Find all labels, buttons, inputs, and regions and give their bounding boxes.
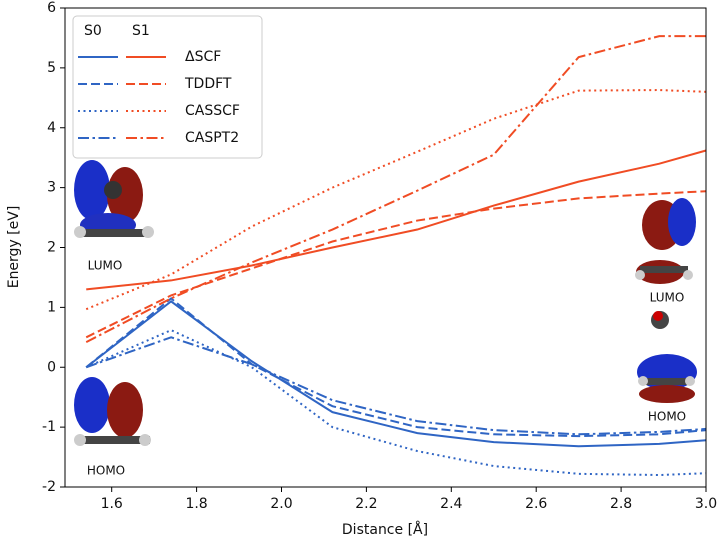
y-tick-label: 6 bbox=[47, 0, 56, 16]
x-tick-label: 2.0 bbox=[270, 496, 292, 512]
series-line bbox=[86, 149, 707, 291]
annotation: HOMO bbox=[648, 410, 686, 424]
legend-label: CASPT2 bbox=[185, 130, 239, 146]
plot-frame bbox=[64, 7, 707, 488]
legend-label: TDDFT bbox=[184, 76, 232, 92]
legend-label: ΔSCF bbox=[185, 49, 221, 65]
x-tick-label: 1.6 bbox=[101, 496, 123, 512]
y-tick-label: 2 bbox=[47, 240, 56, 256]
x-axis-label: Distance [Å] bbox=[342, 521, 428, 538]
molecule-images bbox=[74, 160, 697, 446]
y-tick-label: 5 bbox=[47, 60, 56, 76]
x-tick-label: 1.8 bbox=[185, 496, 207, 512]
series-line bbox=[85, 336, 707, 436]
series-line bbox=[85, 297, 707, 438]
annotation: LUMO bbox=[88, 259, 123, 273]
y-tick-label: 4 bbox=[47, 120, 56, 136]
x-tick-label: 2.2 bbox=[355, 496, 377, 512]
x-tick-label: 3.0 bbox=[695, 496, 717, 512]
x-tick-label: 2.6 bbox=[525, 496, 547, 512]
legend-header: S0 bbox=[84, 23, 102, 39]
y-tick-label: 0 bbox=[47, 359, 56, 375]
y-tick-label: -2 bbox=[42, 479, 56, 495]
series-line bbox=[85, 89, 707, 311]
x-tick-label: 2.8 bbox=[610, 496, 632, 512]
series-line bbox=[85, 329, 707, 477]
series-line bbox=[85, 35, 706, 343]
y-tick-label: 3 bbox=[47, 180, 56, 196]
y-tick-label: -1 bbox=[42, 419, 56, 435]
legend-header: S1 bbox=[132, 23, 150, 39]
annotation: LUMO bbox=[650, 291, 685, 305]
y-tick-label: 1 bbox=[47, 299, 56, 315]
x-tick-label: 2.4 bbox=[440, 496, 462, 512]
series-line bbox=[85, 300, 707, 448]
series-line bbox=[85, 190, 707, 339]
legend-box bbox=[72, 15, 263, 159]
legend-label: CASSCF bbox=[185, 103, 240, 119]
y-axis-label: Energy [eV] bbox=[6, 206, 22, 289]
annotation: HOMO bbox=[87, 464, 125, 478]
